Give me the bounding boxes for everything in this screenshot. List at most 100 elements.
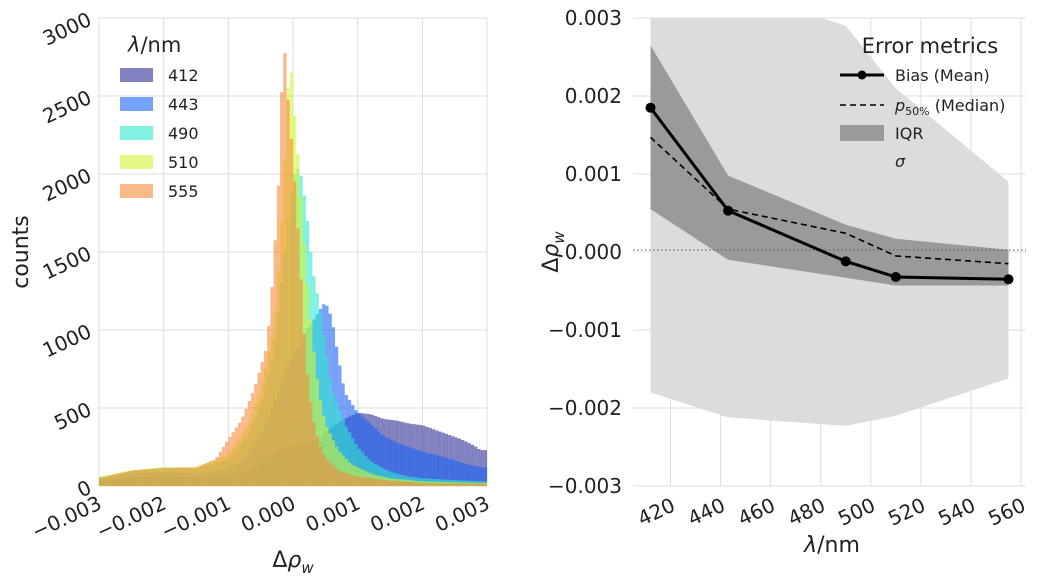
- histogram-bar: [328, 462, 332, 486]
- histogram-bar: [464, 463, 468, 486]
- histogram-bar: [457, 462, 462, 486]
- histogram-bar: [386, 438, 390, 486]
- histogram-bar: [393, 441, 397, 486]
- histogram-bar: [280, 92, 284, 486]
- histogram-bar: [396, 442, 400, 486]
- histogram-bar: [150, 468, 154, 486]
- histogram-bar: [377, 479, 381, 486]
- histogram-bar: [331, 393, 336, 486]
- histogram-bar: [215, 456, 219, 486]
- histogram-bar: [454, 483, 458, 486]
- error-metrics-x-tick-label: 540: [934, 493, 979, 531]
- histogram-bar: [438, 483, 442, 486]
- histogram-y-axis-label: counts: [9, 215, 34, 289]
- histogram-bar: [448, 483, 452, 486]
- histogram-bar: [231, 432, 235, 486]
- histogram-legend: λ/nm 412 443 490 510 555: [120, 33, 199, 201]
- histogram-bar: [241, 416, 245, 486]
- histogram-bar: [402, 445, 407, 486]
- histogram-bar: [325, 356, 329, 486]
- error-metrics-x-axis-label: λ/nm: [803, 533, 860, 558]
- histogram-bar: [432, 454, 436, 486]
- histogram-bar: [409, 447, 413, 486]
- histogram-bar: [399, 444, 403, 486]
- histogram-bar: [357, 448, 361, 486]
- histogram-bar: [422, 452, 426, 486]
- histogram-bar: [347, 474, 352, 486]
- histogram-bar: [467, 464, 471, 486]
- histogram-bar: [325, 426, 329, 486]
- error-metrics-x-tick-label: 460: [734, 493, 779, 531]
- histogram-bar: [335, 468, 339, 486]
- histogram-bar: [428, 453, 433, 486]
- histogram-bar: [454, 460, 458, 486]
- histogram-bar: [147, 469, 151, 486]
- histogram-bar: [121, 472, 125, 486]
- histogram-bar: [419, 451, 423, 486]
- histogram-y-tick-label: 500: [50, 397, 95, 435]
- histogram-bar: [202, 464, 206, 486]
- histogram-bar: [451, 459, 455, 486]
- histogram-x-tick-label: 0.003: [431, 491, 493, 537]
- error-metrics-x-tick-label: 560: [984, 493, 1029, 531]
- histogram-bar: [360, 477, 365, 486]
- histogram-bar: [328, 433, 332, 486]
- histogram-bars: [99, 53, 487, 486]
- histogram-x-tick-label: 0.002: [366, 491, 428, 537]
- histogram-bar: [250, 393, 255, 486]
- histogram-bar: [470, 465, 475, 486]
- histogram-y-tick-label: 3000: [39, 7, 95, 50]
- histogram-bar: [451, 483, 455, 486]
- histogram-bar: [160, 468, 164, 486]
- histogram-bar: [360, 452, 365, 486]
- histogram-legend-swatch-510: [120, 155, 153, 169]
- histogram-y-ticks: 0 500 1000 1500 2000 2500 3000: [39, 7, 95, 502]
- histogram-bar: [461, 483, 465, 486]
- histogram-bar: [315, 378, 319, 486]
- bias-point: [1003, 274, 1014, 285]
- error-metrics-x-tick-label: 520: [884, 493, 929, 531]
- histogram-bar: [189, 467, 193, 486]
- histogram-bar: [305, 374, 310, 486]
- histogram-bar: [412, 448, 416, 486]
- histogram-bar: [351, 438, 355, 486]
- histogram-bar: [338, 470, 342, 486]
- histogram-bar: [467, 483, 471, 486]
- histogram-bar: [315, 435, 319, 486]
- histogram-legend-label-443: 443: [168, 95, 199, 114]
- histogram-bar: [373, 478, 378, 486]
- histogram-bar: [163, 468, 167, 486]
- error-metrics-x-tick-label: 420: [634, 493, 679, 531]
- histogram-bar: [170, 467, 174, 486]
- histogram-bar: [212, 460, 216, 486]
- histogram-bar: [428, 482, 433, 486]
- histogram-bar: [338, 410, 342, 486]
- histogram-bar: [344, 458, 348, 486]
- histogram-bar: [318, 312, 323, 486]
- histogram-y-tick-label: 0: [73, 475, 95, 502]
- legend-label-bias: Bias (Mean): [895, 66, 990, 85]
- histogram-legend-label-412: 412: [168, 66, 199, 85]
- histogram-bar: [322, 334, 326, 486]
- legend-swatch-iqr: [840, 125, 884, 141]
- histogram-bar: [483, 467, 487, 486]
- histogram-bar: [444, 483, 449, 486]
- error-metrics-y-tick-label: 0.003: [565, 6, 622, 30]
- histogram-bar: [370, 425, 374, 486]
- histogram-bar: [393, 480, 397, 486]
- histogram-bar: [118, 473, 122, 486]
- histogram-bar: [457, 483, 462, 486]
- histogram-bar: [347, 432, 352, 486]
- histogram-bar: [390, 480, 394, 486]
- histogram-bar: [373, 428, 378, 486]
- histogram-bar: [412, 482, 416, 486]
- histogram-bar: [244, 408, 248, 486]
- histogram-bar: [115, 473, 119, 486]
- histogram-bar: [312, 351, 316, 486]
- histogram-series-555: [99, 53, 487, 486]
- histogram-bar: [396, 481, 400, 486]
- histogram-bar: [470, 483, 475, 486]
- error-metrics-y-tick-label: −0.001: [548, 318, 622, 342]
